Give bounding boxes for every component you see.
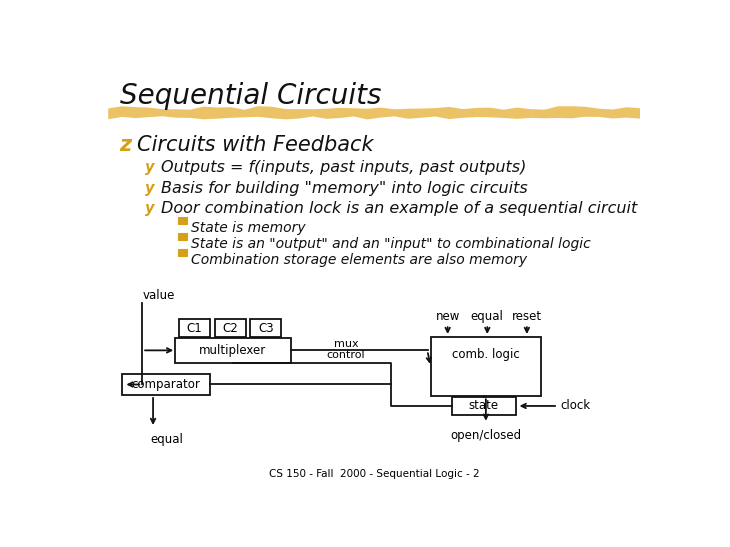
Text: new: new [436,310,460,323]
Bar [178,233,187,240]
Text: State is memory: State is memory [191,220,306,235]
Text: comparator: comparator [132,378,201,391]
Text: C3: C3 [258,322,274,335]
Text: Combination storage elements are also memory: Combination storage elements are also me… [191,253,528,266]
Text: C1: C1 [187,322,202,335]
Text: y: y [145,201,155,216]
Text: Circuits with Feedback: Circuits with Feedback [137,135,373,155]
Bar [178,217,187,224]
Text: CS 150 - Fall  2000 - Sequential Logic - 2: CS 150 - Fall 2000 - Sequential Logic - … [269,469,480,479]
Text: state: state [469,399,499,412]
Text: Basis for building "memory" into logic circuits: Basis for building "memory" into logic c… [161,181,528,196]
Bar [175,338,291,363]
Text: Outputs = f(inputs, past inputs, past outputs): Outputs = f(inputs, past inputs, past ou… [161,160,526,176]
Text: y: y [145,181,155,196]
Text: Sequential Circuits: Sequential Circuits [120,83,381,110]
Text: comb. logic: comb. logic [452,348,520,362]
Text: C2: C2 [222,322,238,335]
Text: z: z [120,135,131,155]
Bar [452,397,515,415]
Polygon shape [108,106,640,119]
Text: clock: clock [561,399,591,412]
Bar [250,319,281,337]
Bar [123,374,210,395]
Bar [215,319,246,337]
Text: value: value [142,288,174,301]
Text: y: y [145,160,155,176]
Text: reset: reset [512,310,542,323]
Text: open/closed: open/closed [450,429,521,442]
Text: equal: equal [471,310,504,323]
Bar [431,337,541,396]
Text: mux
control: mux control [326,339,365,360]
Text: multiplexer: multiplexer [199,344,266,357]
Bar [179,319,210,337]
Text: State is an "output" and an "input" to combinational logic: State is an "output" and an "input" to c… [191,237,591,251]
Bar [178,249,187,256]
Text: equal: equal [150,433,183,446]
Text: Door combination lock is an example of a sequential circuit: Door combination lock is an example of a… [161,201,637,216]
